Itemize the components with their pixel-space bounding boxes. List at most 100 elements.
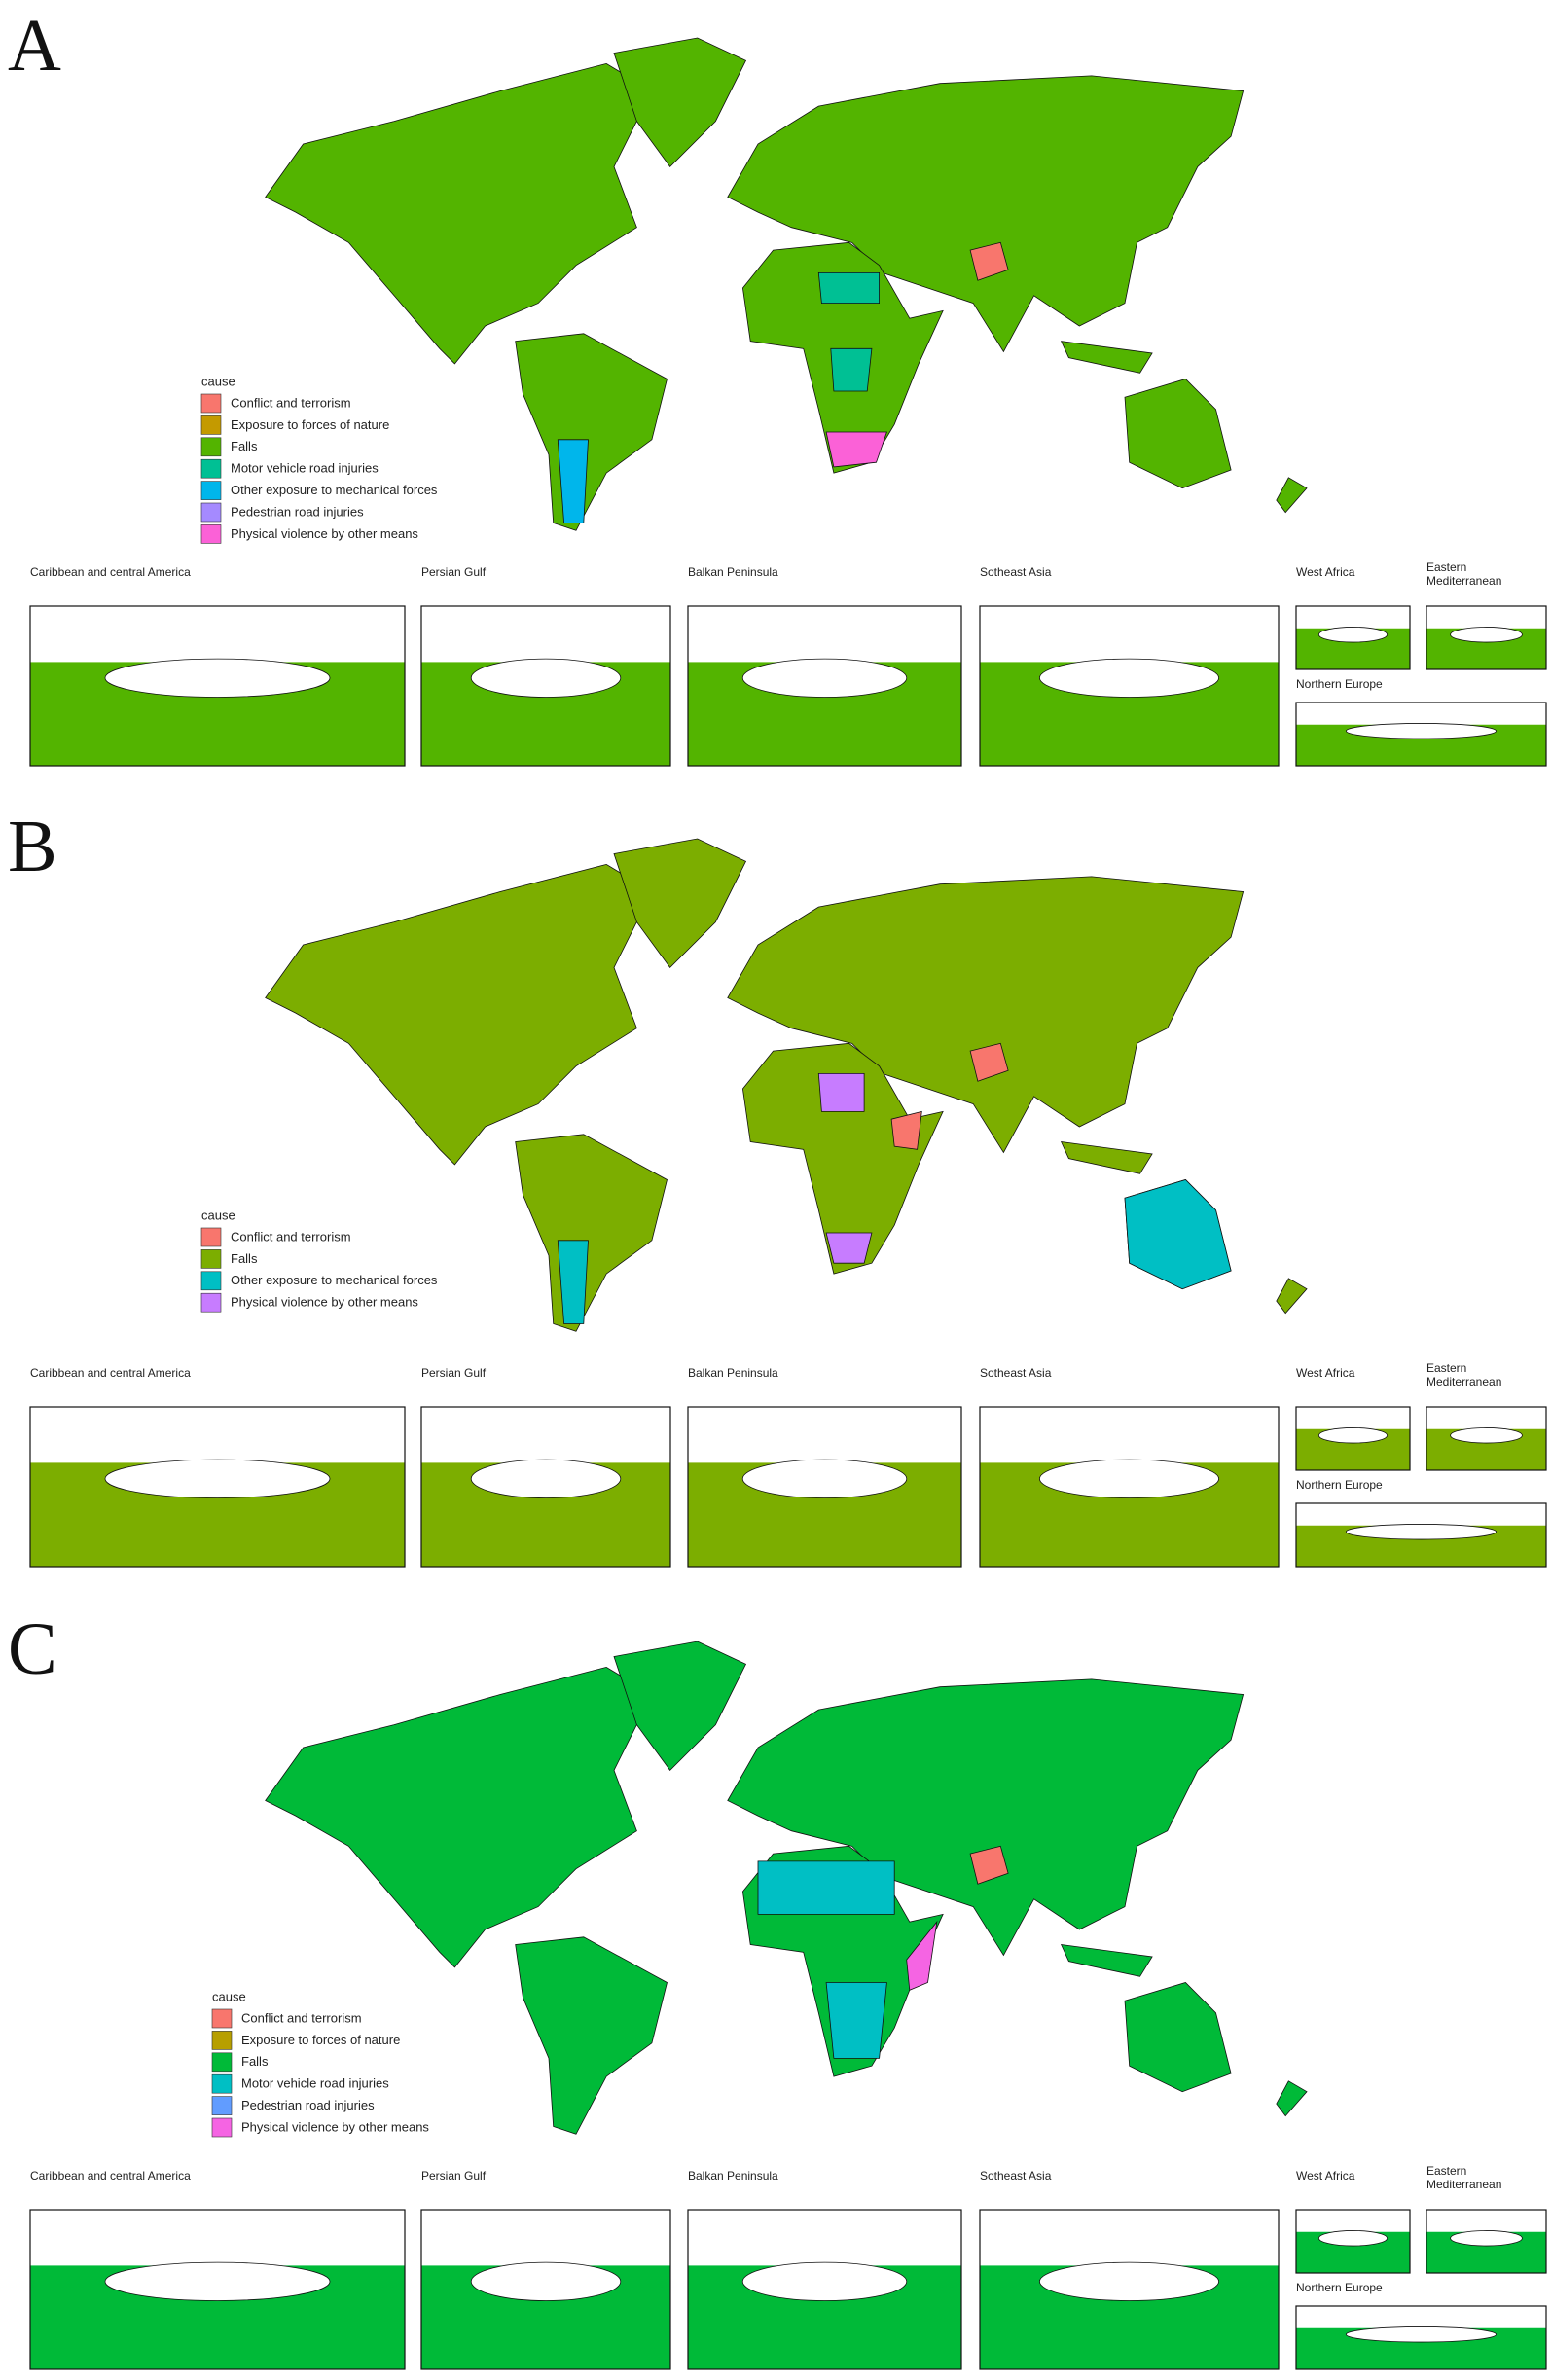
inset-water: [741, 2261, 908, 2301]
inset-title: Persian Gulf: [421, 565, 487, 579]
inset-frame: [1295, 1502, 1547, 1568]
legend-label: Exposure to forces of nature: [231, 417, 389, 432]
legend-label: Falls: [231, 439, 258, 453]
inset-title: Persian Gulf: [421, 2169, 487, 2182]
legend-label: Conflict and terrorism: [231, 395, 351, 410]
legend-label: Physical violence by other means: [241, 2119, 429, 2134]
inset-water: [1346, 2326, 1498, 2343]
inset-water: [1450, 2230, 1523, 2247]
legend-label: Pedestrian road injuries: [241, 2098, 375, 2112]
legend-key: [211, 2052, 233, 2073]
legend-label: Physical violence by other means: [231, 1295, 418, 1310]
land: [265, 1666, 653, 1968]
land: [265, 62, 653, 365]
legend-key: [200, 1249, 222, 1269]
inset-water: [470, 658, 622, 698]
region: [1124, 1179, 1232, 1290]
inset-water: [104, 2261, 331, 2301]
region: [969, 241, 1009, 281]
legend-label: Conflict and terrorism: [231, 1229, 351, 1244]
inset-frame: [687, 2209, 962, 2370]
legend-label: Conflict and terrorism: [241, 2010, 362, 2025]
inset-water: [470, 2261, 622, 2301]
land: [1276, 2080, 1308, 2117]
inset-water: [1039, 1459, 1220, 1498]
region: [825, 431, 887, 468]
inset-title: West Africa: [1296, 565, 1355, 579]
inset-frame: [420, 1406, 671, 1568]
legend-label: Motor vehicle road injuries: [231, 461, 379, 476]
inset-title: Northern Europe: [1296, 1478, 1383, 1492]
region: [817, 1073, 865, 1112]
panel-label: C: [8, 1608, 57, 1690]
region: [830, 347, 873, 392]
legend-label: Other exposure to mechanical forces: [231, 483, 438, 497]
legend-key: [211, 2117, 233, 2138]
land: [741, 1042, 944, 1275]
legend-key: [211, 2096, 233, 2115]
region: [890, 1110, 922, 1150]
inset-frame: [979, 605, 1280, 767]
legend-title: cause: [201, 374, 235, 388]
land: [1124, 379, 1232, 489]
inset-frame: [1295, 1406, 1411, 1471]
legend-key: [211, 2008, 233, 2029]
inset-frame: [687, 605, 962, 767]
inset-frame: [1426, 605, 1547, 670]
inset-title: Eastern Mediterranean: [1426, 1361, 1502, 1388]
inset-water: [741, 1459, 908, 1498]
land: [265, 863, 653, 1166]
inset-title: Northern Europe: [1296, 2281, 1383, 2294]
inset-water: [104, 658, 331, 698]
inset-title: West Africa: [1296, 1366, 1355, 1380]
inset-water: [1450, 627, 1523, 643]
inset-water: [1346, 1524, 1498, 1540]
legend-key: [200, 415, 222, 435]
inset-title: West Africa: [1296, 2169, 1355, 2182]
legend-key: [200, 393, 222, 414]
inset-water: [1450, 1427, 1523, 1444]
inset-title: Sotheast Asia: [980, 2169, 1052, 2182]
legend-key: [200, 502, 222, 523]
panel-label: A: [8, 5, 61, 87]
legend-key: [200, 458, 222, 479]
inset-title: Sotheast Asia: [980, 565, 1052, 579]
legend-label: Pedestrian road injuries: [231, 504, 364, 519]
legend-key: [200, 1292, 222, 1313]
panel-label: B: [8, 806, 57, 887]
inset-frame: [687, 1406, 962, 1568]
inset-frame: [420, 2209, 671, 2370]
region: [557, 1240, 589, 1324]
legend-key: [200, 481, 222, 500]
inset-frame: [1295, 605, 1411, 670]
land: [1276, 477, 1308, 514]
inset-frame: [29, 1406, 406, 1568]
region: [969, 1845, 1009, 1885]
inset-title: Caribbean and central America: [30, 2169, 191, 2182]
inset-title: Eastern Mediterranean: [1426, 560, 1502, 588]
inset-frame: [1426, 2209, 1547, 2274]
inset-frame: [420, 605, 671, 767]
legend-title: cause: [201, 1208, 235, 1222]
inset-title: Caribbean and central America: [30, 565, 191, 579]
land: [1276, 1278, 1308, 1315]
inset-frame: [979, 1406, 1280, 1568]
land: [613, 37, 747, 168]
land: [1060, 1141, 1153, 1174]
inset-frame: [1295, 702, 1547, 767]
inset-water: [1346, 723, 1498, 739]
land: [613, 1641, 747, 1772]
inset-frame: [29, 2209, 406, 2370]
inset-title: Balkan Peninsula: [688, 1366, 778, 1380]
region: [557, 439, 589, 523]
legend-key: [200, 1271, 222, 1291]
land: [515, 333, 668, 531]
inset-water: [104, 1459, 331, 1498]
region: [825, 1982, 887, 2059]
inset-frame: [1295, 2305, 1547, 2370]
